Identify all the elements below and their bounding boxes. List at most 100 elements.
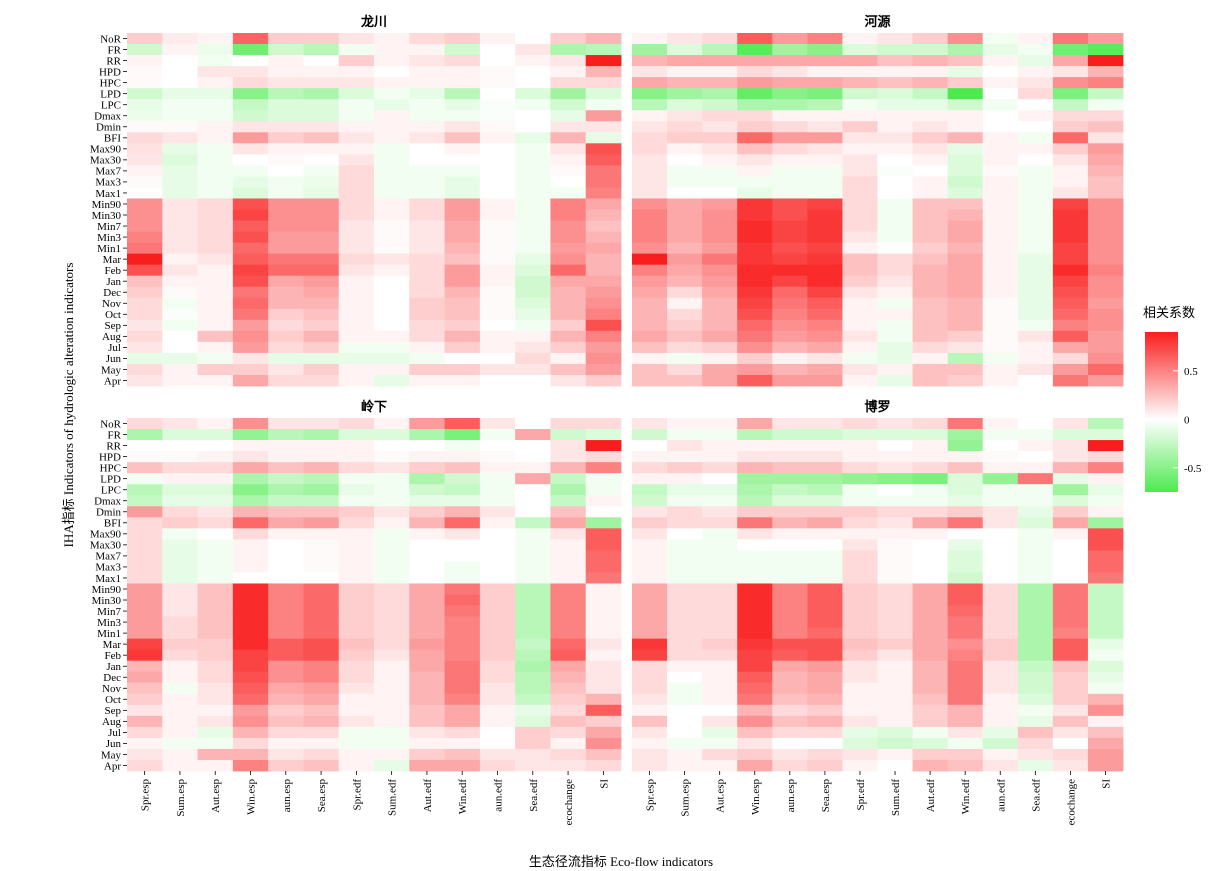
heatmap-cell <box>585 132 622 144</box>
heatmap-cell <box>550 594 587 606</box>
heatmap-cell <box>444 44 481 56</box>
heatmap-cell <box>912 99 949 111</box>
heatmap-cell <box>338 99 375 111</box>
heatmap-cell <box>338 594 375 606</box>
heatmap-cell <box>772 374 808 387</box>
heatmap-cell <box>667 748 703 761</box>
heatmap-cell <box>912 154 949 166</box>
heatmap-cell <box>842 99 878 111</box>
heatmap-cell <box>409 594 445 606</box>
heatmap-cell <box>268 561 304 573</box>
heatmap-cell <box>338 121 375 133</box>
heatmap-cell <box>1052 528 1089 540</box>
heatmap-cell <box>632 33 668 45</box>
heatmap-cell <box>737 99 773 111</box>
heatmap-cell <box>197 605 234 617</box>
heatmap-cell <box>515 341 551 354</box>
heatmap-cell <box>807 759 843 772</box>
heatmap-cell <box>479 341 516 354</box>
heatmap-cell <box>127 231 163 243</box>
y-axis-title: IHA指标 Indicators of hydrologic alteratio… <box>61 263 76 548</box>
heatmap-cell <box>1017 132 1054 144</box>
heatmap-cell <box>1017 66 1054 78</box>
heatmap-cell <box>842 363 878 376</box>
heatmap-cell <box>877 330 913 343</box>
heatmap-cell <box>842 121 878 133</box>
heatmap-cell <box>585 231 622 243</box>
heatmap-cell <box>303 418 340 430</box>
heatmap-cell <box>772 759 808 772</box>
heatmap-cell <box>632 451 668 463</box>
heatmap-cell <box>1052 209 1089 221</box>
heatmap-cell <box>807 341 843 354</box>
heatmap-cell <box>702 693 738 706</box>
heatmap-cell <box>127 33 163 45</box>
x-tick-label: Win.edf <box>457 779 469 815</box>
heatmap-cell <box>982 297 1019 310</box>
heatmap-cell <box>772 121 808 133</box>
heatmap-cell <box>479 286 516 299</box>
heatmap-cell <box>912 660 949 673</box>
heatmap-cell <box>374 594 410 606</box>
heatmap-cell <box>807 660 843 673</box>
heatmap-cell <box>374 297 410 310</box>
heatmap-cell <box>479 715 516 728</box>
heatmap-cell <box>947 88 984 100</box>
y-tick-label: Dmax <box>94 496 121 508</box>
y-tick-label: Min7 <box>97 221 121 233</box>
heatmap-cell <box>772 187 808 199</box>
heatmap-cell <box>515 187 551 199</box>
heatmap-cell <box>632 605 668 617</box>
heatmap-cell <box>550 77 587 89</box>
heatmap-cell <box>232 66 269 78</box>
heatmap-cell <box>479 605 516 617</box>
heatmap-cell <box>303 693 340 706</box>
heatmap-cell <box>807 506 843 518</box>
heatmap-cell <box>982 616 1019 628</box>
heatmap-cell <box>127 198 163 210</box>
heatmap-cell <box>1052 319 1089 332</box>
heatmap-cell <box>444 308 481 321</box>
heatmap-cell <box>1017 517 1054 529</box>
heatmap-cell <box>162 440 198 452</box>
heatmap-cell <box>374 704 410 717</box>
heatmap-cell <box>632 352 668 365</box>
heatmap-cell <box>1087 605 1124 617</box>
heatmap-cell <box>772 462 808 474</box>
heatmap-cell <box>127 418 163 430</box>
heatmap-cell <box>877 451 913 463</box>
heatmap-cell <box>1052 187 1089 199</box>
heatmap-cell <box>947 187 984 199</box>
heatmap-cell <box>1087 374 1124 387</box>
heatmap-cell <box>737 572 773 584</box>
heatmap-cell <box>877 748 913 761</box>
heatmap-cell <box>338 341 375 354</box>
heatmap-cell <box>667 528 703 540</box>
heatmap-cell <box>1087 66 1124 78</box>
heatmap-cell <box>127 517 163 529</box>
heatmap-cell <box>1087 561 1124 573</box>
heatmap-cell <box>550 583 587 595</box>
heatmap-cell <box>197 726 234 739</box>
heatmap-cell <box>807 462 843 474</box>
heatmap-cell <box>338 682 375 695</box>
heatmap-cell <box>585 539 622 551</box>
heatmap-cell <box>585 77 622 89</box>
heatmap-cell <box>444 88 481 100</box>
heatmap-cell <box>479 737 516 750</box>
heatmap-cell <box>127 550 163 562</box>
heatmap-cell <box>444 165 481 177</box>
heatmap-cell <box>127 528 163 540</box>
heatmap-cell <box>303 352 340 365</box>
heatmap-cell <box>515 308 551 321</box>
heatmap-cell <box>632 242 668 255</box>
heatmap-cell <box>127 55 163 67</box>
heatmap-cell <box>912 275 949 288</box>
heatmap-cell <box>585 660 622 673</box>
heatmap-cell <box>912 583 949 595</box>
heatmap-cell <box>479 451 516 463</box>
heatmap-cell <box>1052 649 1089 662</box>
heatmap-cell <box>338 176 375 188</box>
heatmap-cell <box>303 55 340 67</box>
heatmap-cell <box>667 682 703 695</box>
